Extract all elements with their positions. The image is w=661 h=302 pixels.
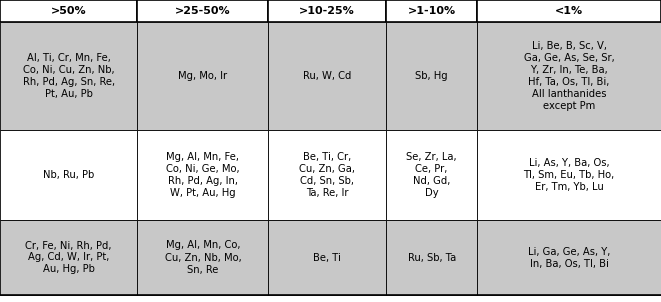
Text: >10-25%: >10-25%	[299, 6, 355, 16]
Bar	[137, 0, 268, 22]
Bar	[386, 22, 477, 130]
Text: Be, Ti: Be, Ti	[313, 252, 341, 262]
Bar	[477, 130, 661, 220]
Bar	[386, 0, 477, 22]
Text: Li, Ga, Ge, As, Y,
In, Ba, Os, Tl, Bi: Li, Ga, Ge, As, Y, In, Ba, Os, Tl, Bi	[528, 246, 610, 268]
Bar	[268, 220, 386, 295]
Text: Mg, Mo, Ir: Mg, Mo, Ir	[178, 71, 227, 81]
Text: Se, Zr, La,
Ce, Pr,
Nd, Gd,
Dy: Se, Zr, La, Ce, Pr, Nd, Gd, Dy	[407, 152, 457, 198]
Text: Al, Ti, Cr, Mn, Fe,
Co, Ni, Cu, Zn, Nb,
Rh, Pd, Ag, Sn, Re,
Pt, Au, Pb: Al, Ti, Cr, Mn, Fe, Co, Ni, Cu, Zn, Nb, …	[22, 53, 115, 99]
Bar	[0, 220, 137, 295]
Bar	[0, 22, 137, 130]
Bar	[386, 220, 477, 295]
Text: Nb, Ru, Pb: Nb, Ru, Pb	[43, 170, 95, 180]
Text: Cr, Fe, Ni, Rh, Pd,
Ag, Cd, W, Ir, Pt,
Au, Hg, Pb: Cr, Fe, Ni, Rh, Pd, Ag, Cd, W, Ir, Pt, A…	[26, 240, 112, 275]
Bar	[268, 130, 386, 220]
Bar	[268, 0, 386, 22]
Text: >1-10%: >1-10%	[408, 6, 455, 16]
Text: Ru, W, Cd: Ru, W, Cd	[303, 71, 352, 81]
Text: Be, Ti, Cr,
Cu, Zn, Ga,
Cd, Sn, Sb,
Ta, Re, Ir: Be, Ti, Cr, Cu, Zn, Ga, Cd, Sn, Sb, Ta, …	[299, 152, 355, 198]
Text: Li, As, Y, Ba, Os,
Tl, Sm, Eu, Tb, Ho,
Er, Tm, Yb, Lu: Li, As, Y, Ba, Os, Tl, Sm, Eu, Tb, Ho, E…	[524, 158, 615, 192]
Text: Mg, Al, Mn, Fe,
Co, Ni, Ge, Mo,
Rh, Pd, Ag, In,
W, Pt, Au, Hg: Mg, Al, Mn, Fe, Co, Ni, Ge, Mo, Rh, Pd, …	[166, 152, 240, 198]
Text: >25-50%: >25-50%	[175, 6, 231, 16]
Bar	[477, 22, 661, 130]
Bar	[137, 130, 268, 220]
Text: Sb, Hg: Sb, Hg	[415, 71, 448, 81]
Bar	[477, 0, 661, 22]
Bar	[386, 130, 477, 220]
Bar	[0, 0, 137, 22]
Bar	[137, 22, 268, 130]
Bar	[137, 220, 268, 295]
Text: Ru, Sb, Ta: Ru, Sb, Ta	[408, 252, 455, 262]
Text: >50%: >50%	[51, 6, 87, 16]
Text: Li, Be, B, Sc, V,
Ga, Ge, As, Se, Sr,
Y, Zr, In, Te, Ba,
Hf, Ta, Os, Tl, Bi,
All: Li, Be, B, Sc, V, Ga, Ge, As, Se, Sr, Y,…	[524, 41, 615, 111]
Text: <1%: <1%	[555, 6, 583, 16]
Text: Mg, Al, Mn, Co,
Cu, Zn, Nb, Mo,
Sn, Re: Mg, Al, Mn, Co, Cu, Zn, Nb, Mo, Sn, Re	[165, 240, 241, 275]
Bar	[0, 130, 137, 220]
Bar	[268, 22, 386, 130]
Bar	[477, 220, 661, 295]
